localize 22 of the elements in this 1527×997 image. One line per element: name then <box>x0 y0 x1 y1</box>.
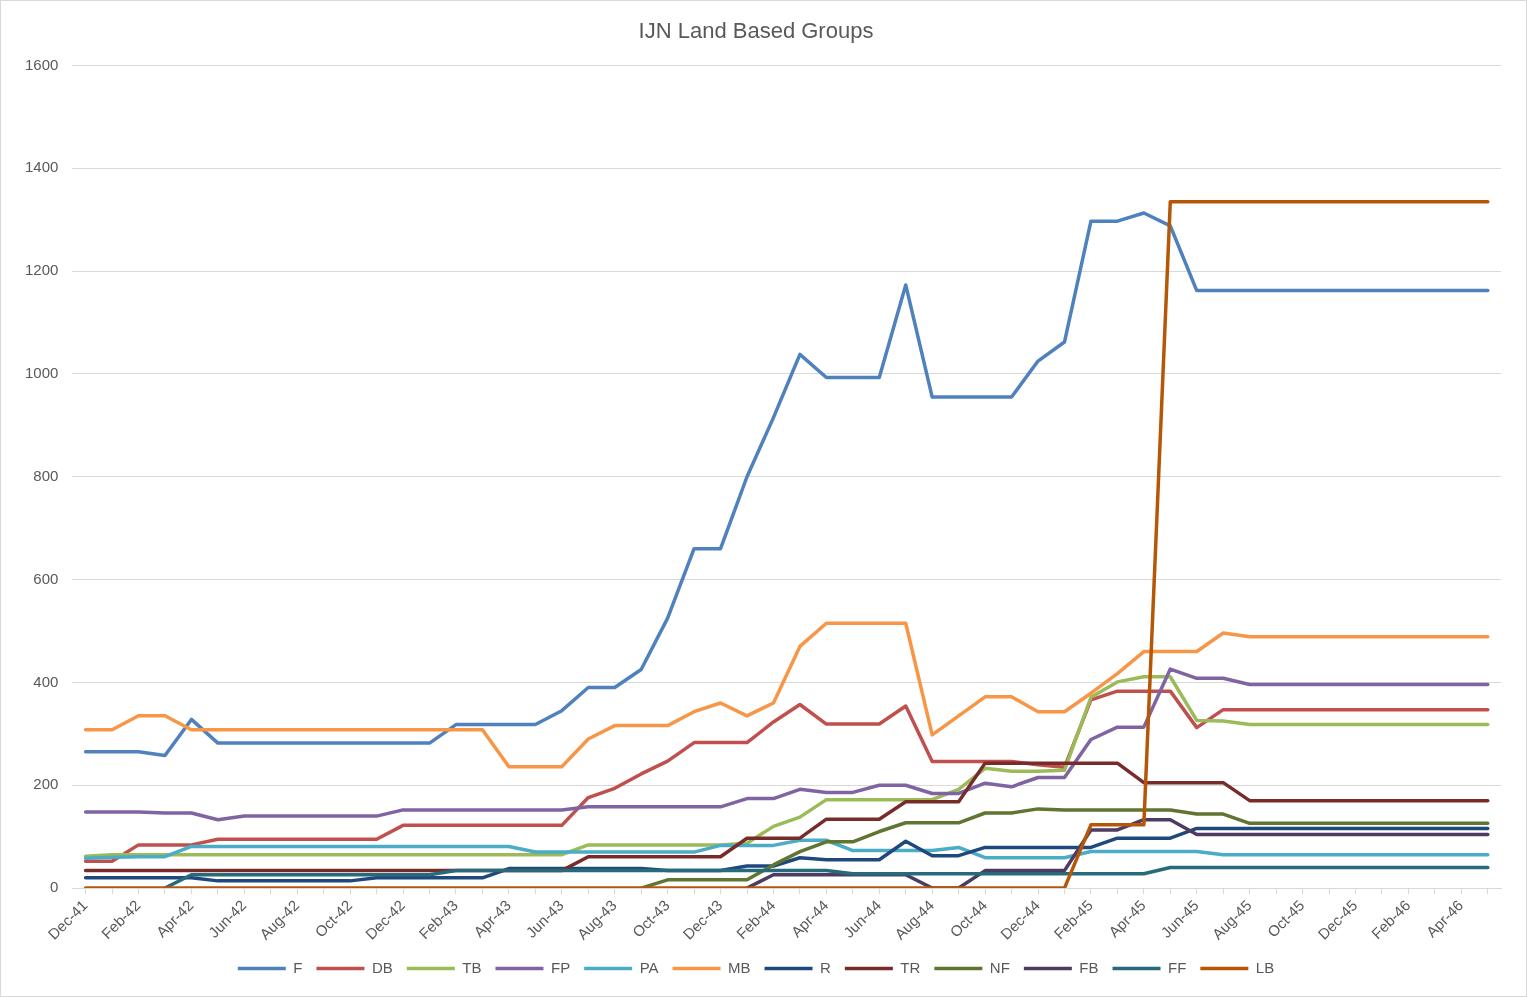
legend-label: F <box>293 958 303 976</box>
y-tick-label: 600 <box>33 569 59 587</box>
y-tick-label: 800 <box>33 466 59 484</box>
legend-label: TR <box>900 958 921 976</box>
legend-label: R <box>820 958 832 976</box>
y-tick-label: 0 <box>50 878 59 896</box>
legend-label: DB <box>371 958 393 976</box>
y-tick-label: 1600 <box>24 55 59 73</box>
legend-label: LB <box>1255 958 1275 976</box>
y-tick-label: 1200 <box>24 261 59 279</box>
legend-label: MB <box>728 958 751 976</box>
chart-title: IJN Land Based Groups <box>638 18 874 44</box>
y-tick-label: 400 <box>33 672 59 690</box>
legend-label: PA <box>639 958 659 976</box>
legend-label: NF <box>989 958 1010 976</box>
legend-label: FF <box>1168 958 1187 976</box>
y-tick-label: 200 <box>33 775 59 793</box>
y-tick-label: 1400 <box>24 158 59 176</box>
legend-label: FP <box>550 958 571 976</box>
legend-label: TB <box>462 958 482 976</box>
y-tick-label: 1000 <box>24 364 59 382</box>
legend-label: FB <box>1079 958 1099 976</box>
